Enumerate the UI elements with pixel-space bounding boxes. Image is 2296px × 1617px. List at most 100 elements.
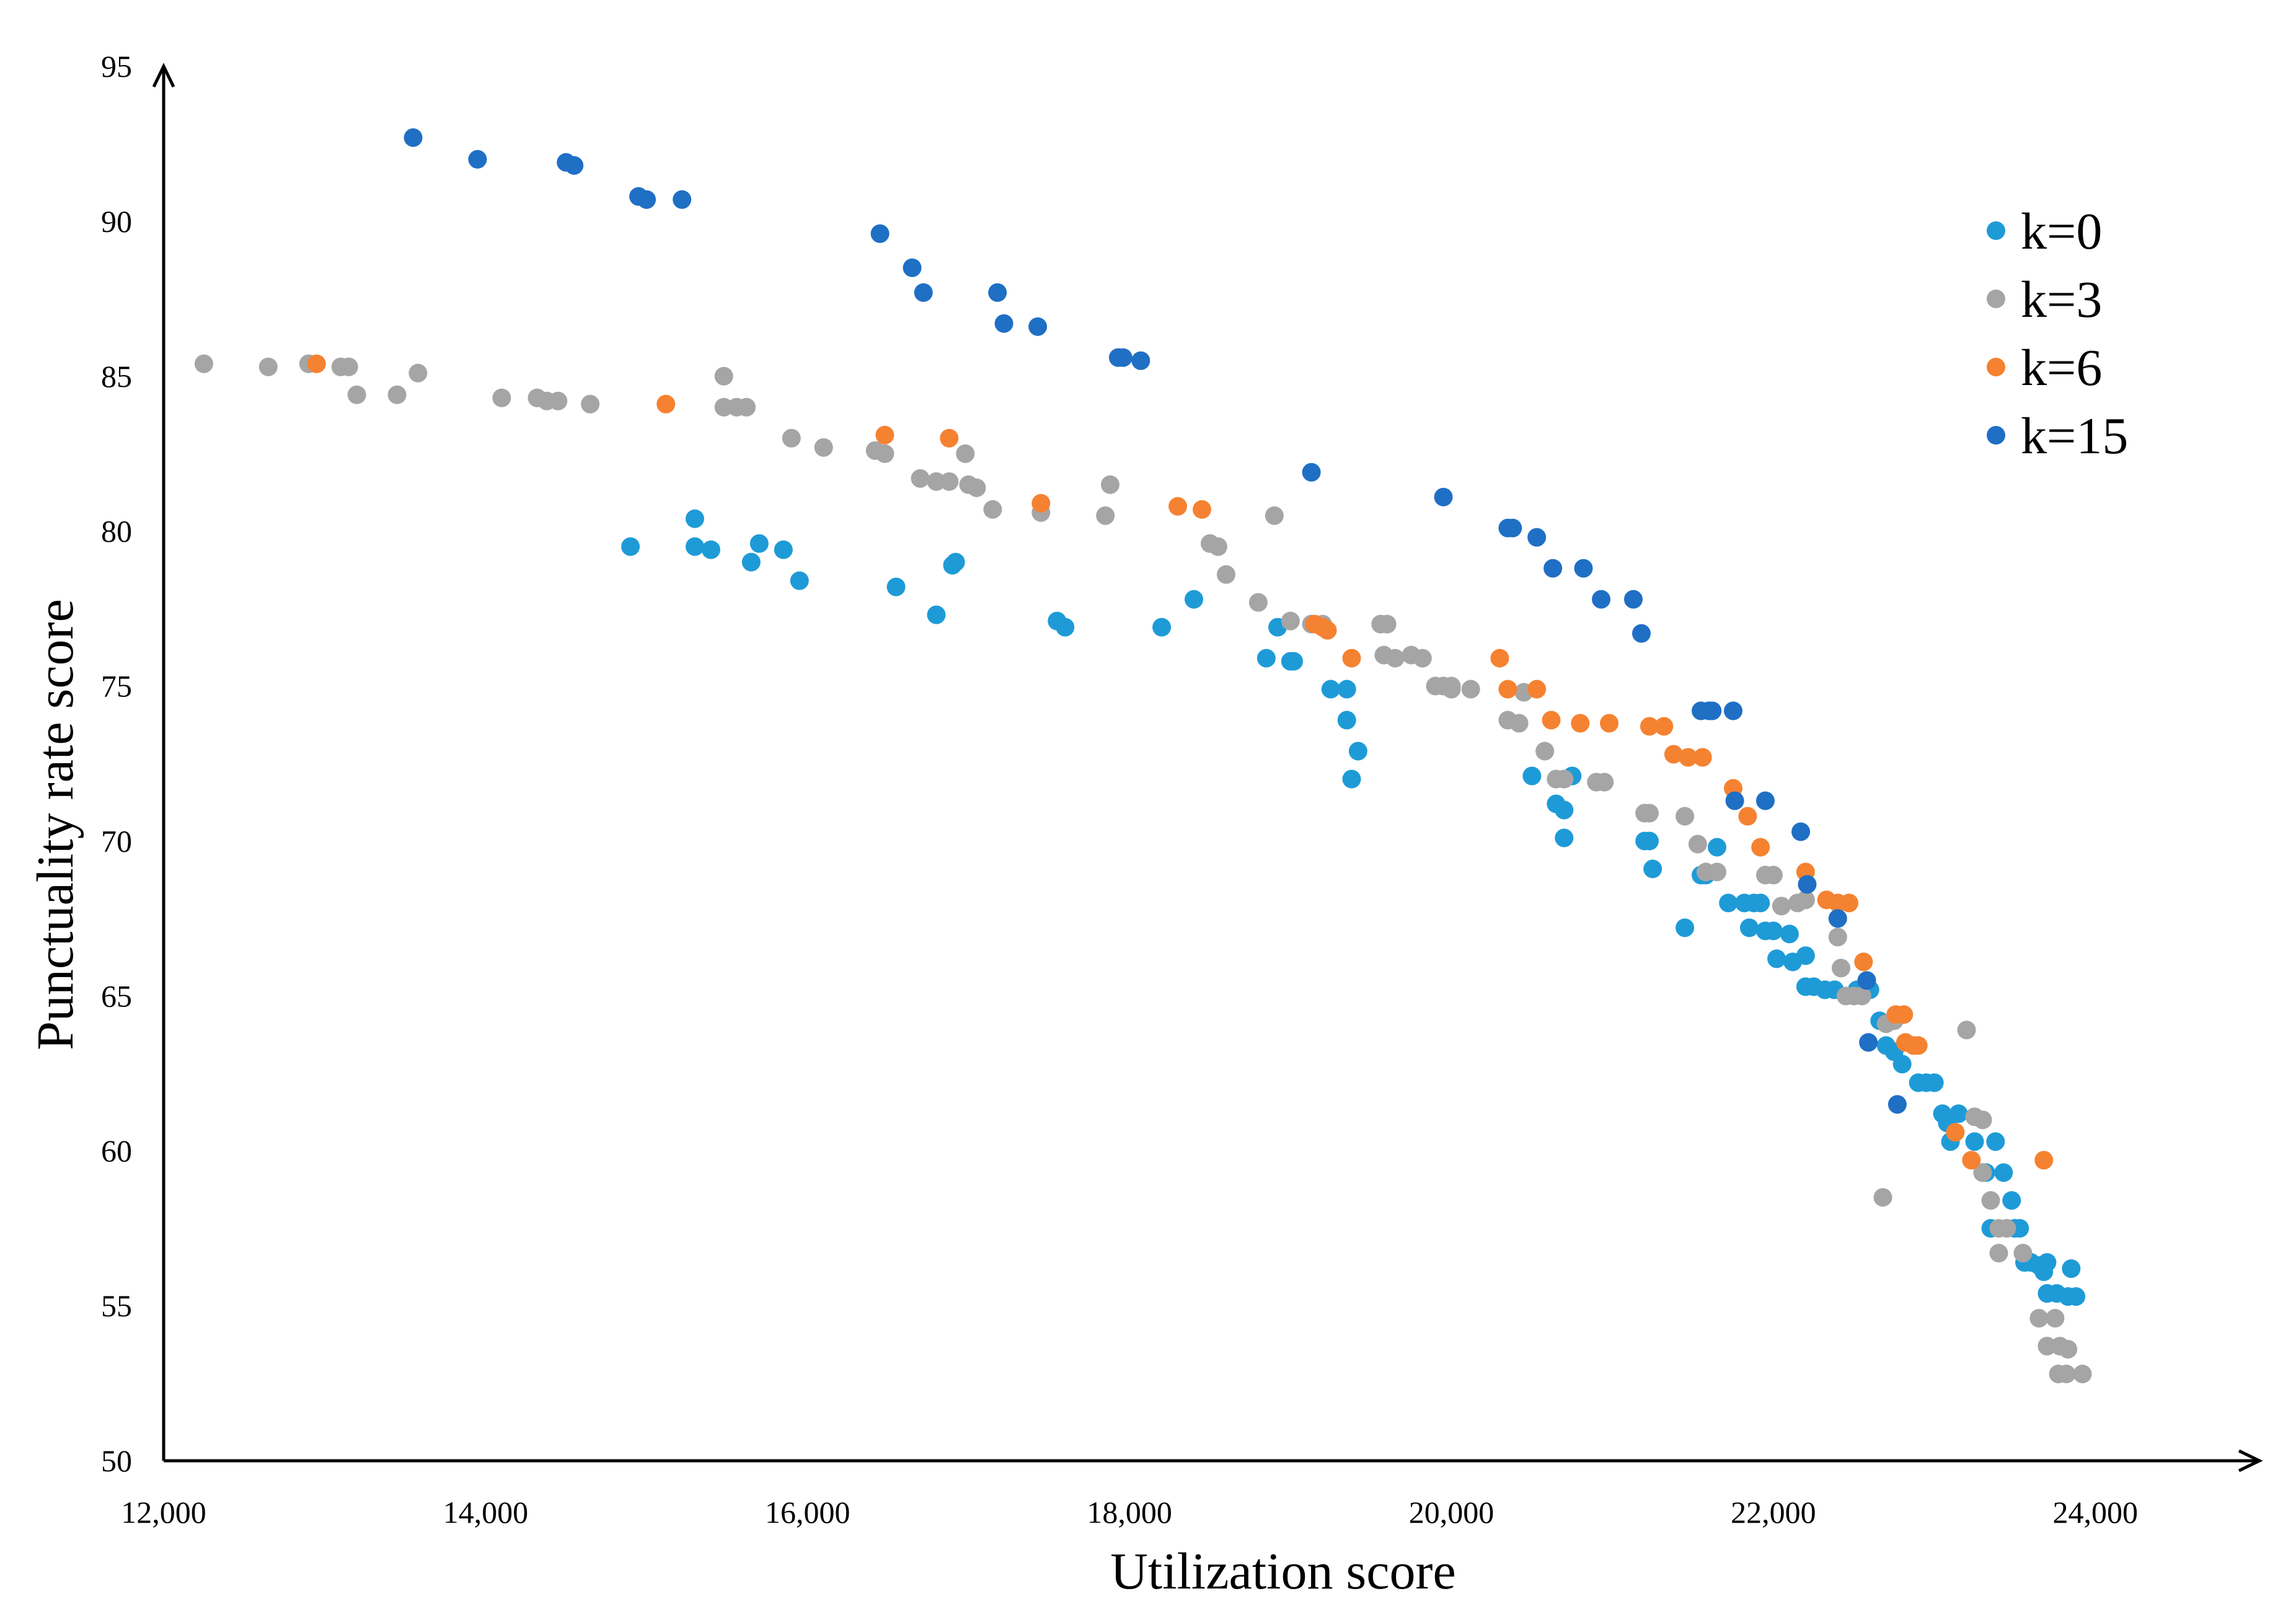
data-point — [1925, 1073, 1944, 1092]
data-point — [875, 425, 894, 445]
data-point — [1640, 717, 1659, 736]
data-point — [581, 394, 600, 414]
data-point — [1631, 624, 1651, 643]
y-tick-label: 80 — [101, 514, 132, 549]
data-point — [741, 552, 761, 572]
data-point — [1342, 769, 1361, 789]
data-point — [1676, 807, 1695, 826]
data-point — [1031, 494, 1051, 513]
data-point — [1028, 317, 1048, 336]
data-point — [1909, 1036, 1928, 1055]
data-point — [1798, 875, 1817, 894]
data-point — [1693, 748, 1712, 767]
data-point — [1265, 506, 1284, 525]
data-point — [1772, 897, 1791, 916]
series-k-6 — [307, 354, 2054, 1170]
data-point — [1337, 711, 1356, 730]
data-point — [1703, 701, 1722, 720]
data-point — [1168, 497, 1188, 516]
data-point — [714, 397, 733, 417]
data-point — [749, 534, 769, 553]
series-k-15 — [404, 128, 1907, 1114]
y-tick-label: 60 — [101, 1133, 132, 1168]
series-k-0 — [621, 509, 2086, 1306]
data-point — [1767, 949, 1786, 968]
data-point — [1600, 714, 1619, 733]
data-point — [1100, 475, 1119, 494]
data-point — [2034, 1151, 2054, 1170]
data-point — [565, 156, 584, 175]
data-point — [549, 391, 568, 410]
data-point — [875, 444, 894, 463]
data-point — [870, 224, 890, 243]
data-point — [1708, 862, 1727, 882]
data-point — [404, 128, 423, 147]
legend-label: k=3 — [2021, 271, 2102, 329]
data-point — [347, 385, 366, 404]
y-tick-label: 55 — [101, 1288, 132, 1323]
data-point — [1664, 745, 1683, 764]
data-point — [1780, 924, 1799, 944]
data-point — [1986, 1132, 2005, 1151]
data-point — [468, 149, 487, 169]
data-point — [940, 472, 959, 491]
y-tick-label: 70 — [101, 823, 132, 858]
data-point — [2029, 1309, 2049, 1328]
data-point — [656, 394, 676, 414]
data-point — [1503, 518, 1522, 538]
data-point — [714, 366, 733, 386]
data-point — [701, 540, 720, 559]
data-point — [1654, 717, 1674, 736]
data-point — [1509, 714, 1529, 733]
data-point — [994, 314, 1013, 333]
legend-marker — [1987, 358, 2005, 376]
data-point — [1281, 611, 1300, 631]
data-point — [1724, 701, 1742, 720]
data-point — [1643, 859, 1662, 879]
data-point — [258, 357, 278, 376]
data-point — [1248, 593, 1268, 612]
x-tick-label: 20,000 — [1409, 1495, 1495, 1530]
data-point — [1527, 528, 1547, 547]
data-point — [1997, 1219, 2016, 1238]
legend-label: k=6 — [2021, 339, 2102, 397]
data-point — [1725, 791, 1744, 810]
x-tick-label: 14,000 — [443, 1495, 529, 1530]
data-point — [2013, 1244, 2033, 1263]
data-point — [1342, 649, 1361, 668]
data-point — [983, 500, 1002, 519]
data-point — [956, 444, 975, 463]
x-tick-labels: 12,000 14,000 16,000 18,000 20,000 22,000 24,0… — [121, 1495, 2138, 1530]
data-point — [1839, 893, 1858, 913]
legend-label: k=0 — [2021, 203, 2102, 260]
data-point — [886, 577, 906, 596]
data-point — [2057, 1365, 2076, 1384]
data-point — [492, 388, 511, 407]
data-point — [685, 509, 704, 528]
data-point — [1096, 506, 1115, 525]
y-tick-label: 90 — [101, 204, 132, 239]
data-point — [1873, 1188, 1892, 1207]
data-point — [1965, 1132, 1984, 1151]
legend-marker — [1987, 426, 2005, 445]
data-point — [1490, 649, 1509, 668]
data-point — [1857, 971, 1876, 990]
data-point — [1994, 1163, 2013, 1182]
data-point — [1894, 1005, 1914, 1024]
data-point — [1708, 838, 1727, 857]
data-point — [2038, 1337, 2057, 1356]
data-point — [1543, 559, 1563, 578]
data-point — [1973, 1163, 1992, 1182]
data-point — [1973, 1110, 1992, 1130]
data-point — [1318, 621, 1337, 640]
data-point — [946, 552, 965, 572]
data-point — [1946, 1123, 1965, 1142]
data-point — [1542, 711, 1561, 730]
data-point — [621, 537, 640, 556]
data-point — [1555, 828, 1574, 848]
data-point — [1688, 835, 1707, 854]
data-point — [387, 385, 407, 404]
data-point — [307, 354, 326, 373]
